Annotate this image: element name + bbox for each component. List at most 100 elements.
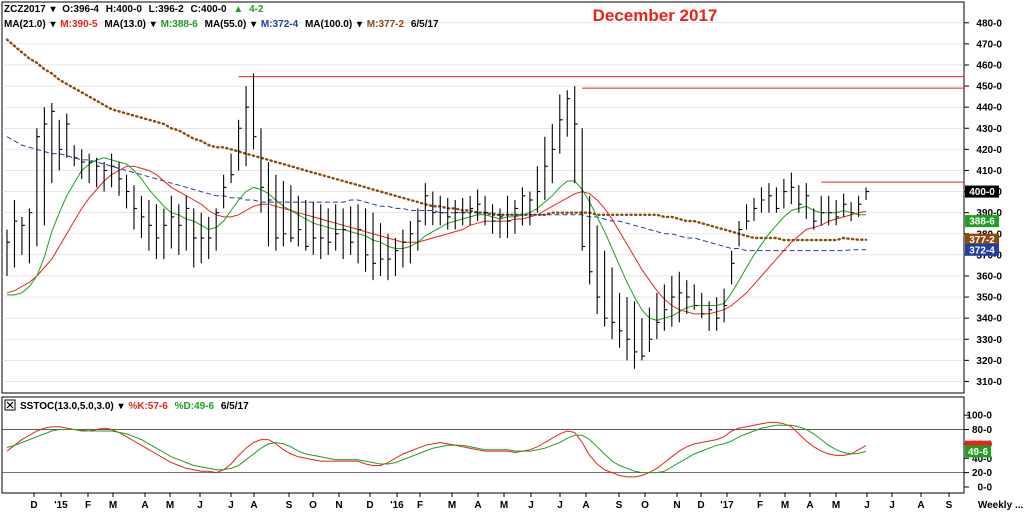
x-tick-label: J xyxy=(228,500,234,511)
price-bar xyxy=(230,153,235,184)
price-bar xyxy=(133,185,137,230)
x-tick-label: F xyxy=(85,500,91,511)
price-bar xyxy=(760,187,765,213)
price-bar xyxy=(238,119,242,171)
price-bar xyxy=(103,162,108,192)
stochastic-d-tag: 49-6 xyxy=(965,445,991,458)
price-bar xyxy=(409,221,414,264)
price-bar xyxy=(858,195,862,217)
price-tag-box xyxy=(965,215,999,228)
price-tag-label: 400-0 xyxy=(969,187,995,198)
x-tick-label: M xyxy=(448,500,456,511)
ma13-line xyxy=(7,157,866,321)
stochastic-lines xyxy=(6,421,867,478)
stochastic-tick-label: 0-0 xyxy=(978,483,993,494)
price-bar xyxy=(484,195,489,226)
x-tick-label: S xyxy=(946,500,953,511)
price-tick-label: 390-0 xyxy=(976,208,1002,219)
price-bar xyxy=(798,185,802,213)
price-bar xyxy=(514,200,518,234)
price-tag-box xyxy=(965,243,999,256)
price-bar xyxy=(215,208,220,251)
low-label: L:396-2 xyxy=(149,4,184,15)
open-label: O:396-4 xyxy=(62,4,99,15)
price-bar xyxy=(178,204,182,255)
price-bar xyxy=(813,208,817,230)
price-bar xyxy=(402,229,406,268)
price-bar xyxy=(731,250,735,285)
price-bar xyxy=(775,187,780,213)
price-bar xyxy=(574,86,578,184)
price-bar xyxy=(723,288,728,323)
x-tick-label: J xyxy=(557,500,563,511)
price-bar xyxy=(73,145,78,167)
price-tick-label: 440-0 xyxy=(976,103,1002,114)
price-bar xyxy=(626,297,631,361)
resistance-lines xyxy=(238,76,964,183)
stochastic-panel-frame xyxy=(1,396,965,494)
price-tick-label: 310-0 xyxy=(976,377,1002,388)
price-bar xyxy=(387,233,391,281)
price-tag: 388-6 xyxy=(965,215,999,228)
stochastic-dropdown-icon: ▾ xyxy=(118,401,125,412)
price-bar xyxy=(36,128,40,247)
price-tick-label: 320-0 xyxy=(976,356,1002,367)
x-tick-label: '17 xyxy=(720,500,734,511)
price-tick-label: 330-0 xyxy=(976,335,1002,346)
price-bar xyxy=(140,195,145,238)
ma21-label: MA(21.0) xyxy=(4,19,46,30)
price-bar xyxy=(835,200,840,226)
ma-legend: MA(21.0) ▾ M:390-5 MA(13.0) ▾ M:388-6 MA… xyxy=(4,19,439,30)
price-tick-label: 370-0 xyxy=(976,250,1002,261)
price-bar xyxy=(618,292,623,348)
price-bar xyxy=(267,162,272,247)
price-bar xyxy=(111,153,115,188)
price-tag: 372-4 xyxy=(965,243,999,256)
price-tag-label: 377-2 xyxy=(969,235,995,246)
ma55-line xyxy=(6,136,866,252)
price-bar xyxy=(335,204,339,251)
high-label: H:400-0 xyxy=(106,4,143,15)
price-bar xyxy=(701,292,705,319)
price-bar xyxy=(327,208,332,255)
price-bar xyxy=(536,166,541,213)
price-bar xyxy=(716,297,720,331)
price-bar xyxy=(469,195,474,226)
ma55-value: M:372-4 xyxy=(261,19,299,30)
x-tick-label: Weekly xyxy=(978,500,1013,511)
price-bar xyxy=(365,208,369,272)
price-bar xyxy=(850,202,855,222)
x-tick-label: D xyxy=(697,500,704,511)
price-bar xyxy=(663,284,668,331)
price-bar xyxy=(312,202,317,255)
price-bars xyxy=(6,73,870,369)
price-bar xyxy=(320,204,324,260)
price-bar xyxy=(828,195,832,226)
x-tick-label: '15 xyxy=(54,500,68,511)
price-bar xyxy=(551,124,556,184)
price-bar xyxy=(6,229,10,276)
price-panel-frame xyxy=(1,1,965,394)
stochastic-tick-label: 20-0 xyxy=(972,468,992,479)
ma100-dropdown-icon: ▾ xyxy=(356,19,363,30)
price-bar xyxy=(424,183,429,226)
price-bar xyxy=(51,102,55,184)
price-bar xyxy=(544,136,548,200)
price-bar xyxy=(686,280,690,314)
price-bar xyxy=(581,128,586,251)
close-label: C:400-0 xyxy=(190,4,227,15)
ma21-dropdown-icon: ▾ xyxy=(49,19,56,30)
price-bar xyxy=(783,178,787,209)
x-tick-label: M xyxy=(109,500,117,511)
x-tick-label: F xyxy=(757,500,763,511)
ma21-value: M:390-5 xyxy=(60,19,98,30)
price-bar xyxy=(805,183,810,219)
price-bar xyxy=(589,195,593,285)
price-bar xyxy=(820,195,825,226)
price-bar xyxy=(693,284,698,310)
x-tick-label: M xyxy=(500,500,508,511)
price-tick-label: 410-0 xyxy=(976,166,1002,177)
price-tick-label: 470-0 xyxy=(976,39,1002,50)
price-tag-label: 388-6 xyxy=(969,217,995,228)
